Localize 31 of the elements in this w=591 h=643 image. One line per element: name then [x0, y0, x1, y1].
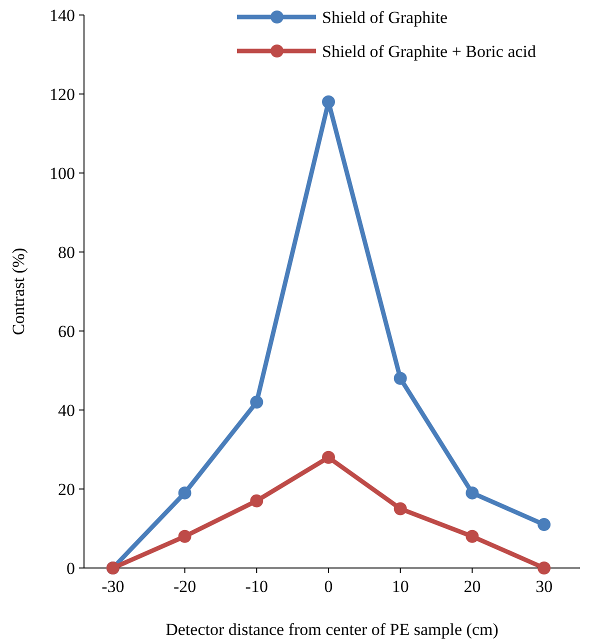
point	[250, 396, 264, 409]
point	[394, 372, 407, 385]
point	[538, 518, 551, 532]
point	[322, 450, 335, 464]
point	[178, 530, 192, 543]
x-tick-label: 20	[464, 577, 481, 596]
x-tick-label: 0	[324, 577, 333, 596]
y-tick-label: 100	[50, 164, 75, 183]
y-tick-label: 20	[58, 480, 75, 499]
point	[178, 486, 192, 500]
y-tick-label: 80	[58, 242, 75, 262]
y-tick-label: 140	[50, 6, 75, 25]
legend-label: Shield of Graphite	[322, 8, 448, 27]
legend-label: Shield of Graphite + Boric acid	[322, 42, 536, 61]
point	[394, 502, 407, 516]
y-tick-label: 120	[50, 84, 75, 104]
point	[466, 530, 479, 543]
y-tick-label: 40	[58, 400, 75, 420]
y-tick-label: 60	[58, 322, 75, 341]
x-tick-label: -10	[245, 577, 268, 596]
y-axis-title: Contrast (%)	[9, 248, 28, 336]
x-axis-title: Detector distance from center of PE sample (cm)	[166, 620, 498, 639]
x-tick-label: 30	[536, 577, 553, 596]
x-tick-label: -20	[173, 577, 196, 596]
point	[322, 95, 335, 108]
point	[466, 486, 479, 500]
point	[538, 562, 551, 574]
y-tick-label: 0	[66, 558, 75, 578]
x-tick-label: 10	[392, 577, 409, 596]
x-tick-label: -30	[102, 577, 124, 596]
point	[250, 494, 264, 508]
